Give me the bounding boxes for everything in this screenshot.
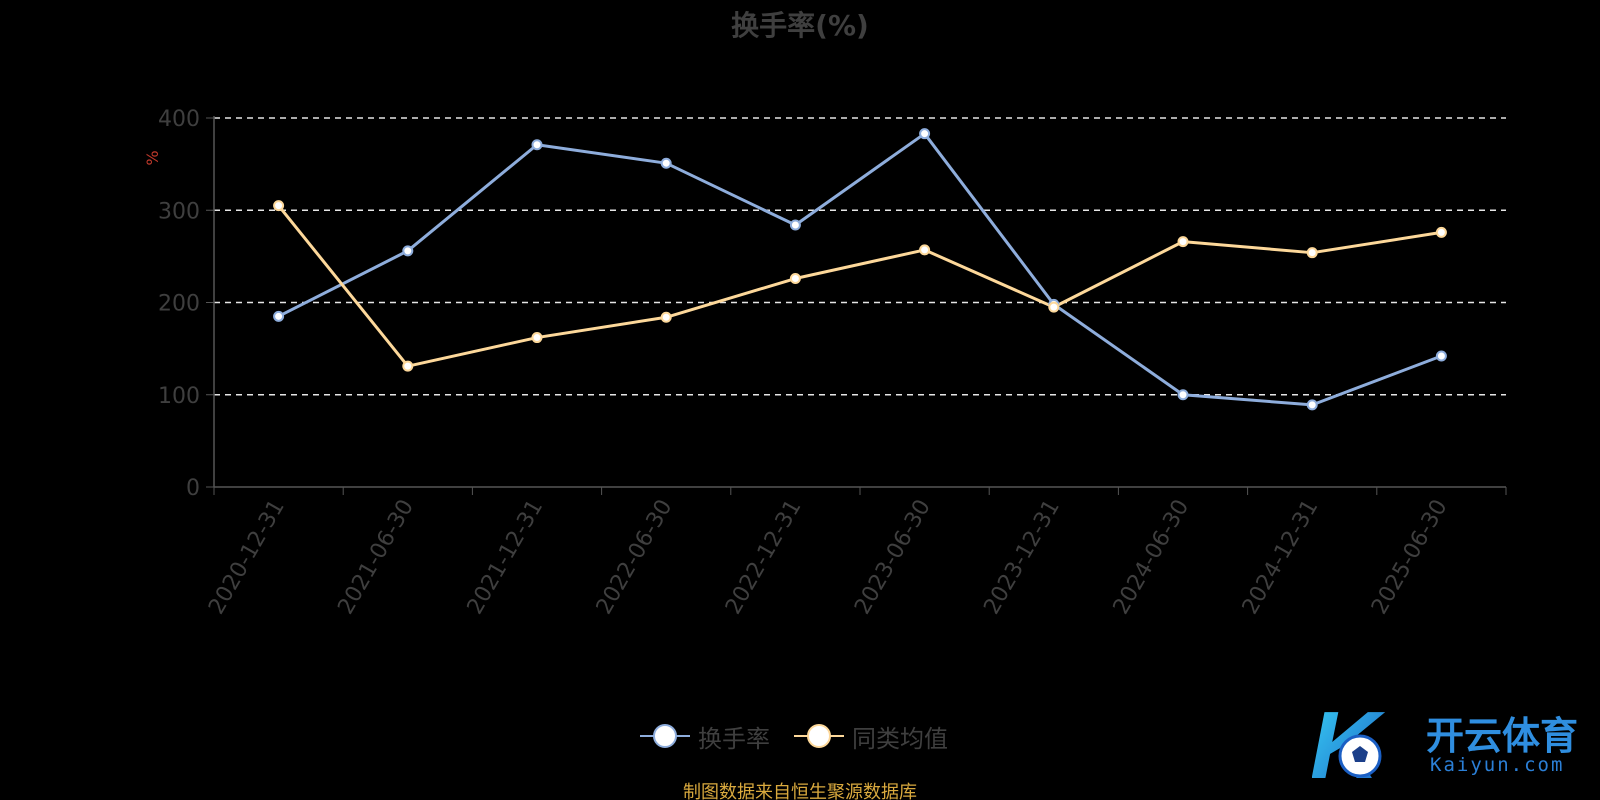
data-point-0	[402, 245, 414, 257]
y-tick-label: 300	[158, 199, 200, 224]
data-point-1	[1048, 301, 1060, 313]
x-tick-label: 2023-12-31	[979, 496, 1065, 619]
data-point-0	[1306, 399, 1318, 411]
x-tick-label: 2022-12-31	[721, 496, 807, 619]
data-point-1	[660, 311, 672, 323]
legend-item-peer-average[interactable]: 同类均值	[794, 718, 948, 754]
data-point-0	[789, 219, 801, 231]
y-tick-label: 100	[158, 384, 200, 409]
x-tick-label: 2024-12-31	[1238, 496, 1324, 619]
legend-symbol-turnover	[640, 718, 690, 754]
data-point-0	[1177, 389, 1189, 401]
x-tick-label: 2021-12-31	[463, 496, 549, 619]
data-point-0	[531, 139, 543, 151]
x-tick-label: 2020-12-31	[204, 496, 290, 619]
legend-symbol-peer-average	[794, 718, 844, 754]
legend-label-turnover: 换手率	[698, 724, 770, 753]
data-point-1	[1177, 236, 1189, 248]
data-point-1	[273, 200, 285, 212]
x-tick-label: 2021-06-30	[333, 496, 419, 619]
chart-title: 换手率(%)	[731, 9, 869, 42]
data-point-0	[919, 128, 931, 140]
x-tick-label: 2025-06-30	[1367, 496, 1453, 619]
x-tick-label: 2023-06-30	[850, 496, 936, 619]
data-point-1	[1306, 247, 1318, 259]
data-point-1	[919, 244, 931, 256]
legend-dot-peer-average	[807, 724, 831, 748]
y-tick-label: 200	[158, 292, 200, 317]
watermark-sub: Kaiyun.com	[1430, 754, 1565, 776]
series-line-1	[277, 204, 1442, 368]
kaiyun-logo: K	[1312, 696, 1386, 792]
x-tick-label: 2022-06-30	[592, 496, 678, 619]
soccer-ball-patch	[1352, 746, 1368, 762]
legend-label-peer-average: 同类均值	[852, 724, 948, 753]
legend-item-turnover[interactable]: 换手率	[640, 718, 770, 754]
y-tick-label: 0	[186, 476, 200, 501]
data-point-0	[273, 310, 285, 322]
y-axis-label: %	[143, 150, 162, 165]
legend-dot-turnover	[653, 724, 677, 748]
data-point-1	[1435, 226, 1447, 238]
x-tick-label: 2024-06-30	[1109, 496, 1195, 619]
data-point-1	[531, 332, 543, 344]
data-point-1	[789, 273, 801, 285]
watermark-brand: 开云体育	[1426, 714, 1579, 758]
source-note: 制图数据来自恒生聚源数据库	[683, 782, 917, 800]
series-line-0	[277, 132, 1442, 407]
data-point-1	[402, 360, 414, 372]
chart-legend: 换手率 同类均值	[640, 718, 972, 754]
data-point-0	[660, 157, 672, 169]
y-tick-label: 400	[158, 107, 200, 132]
data-point-0	[1435, 350, 1447, 362]
